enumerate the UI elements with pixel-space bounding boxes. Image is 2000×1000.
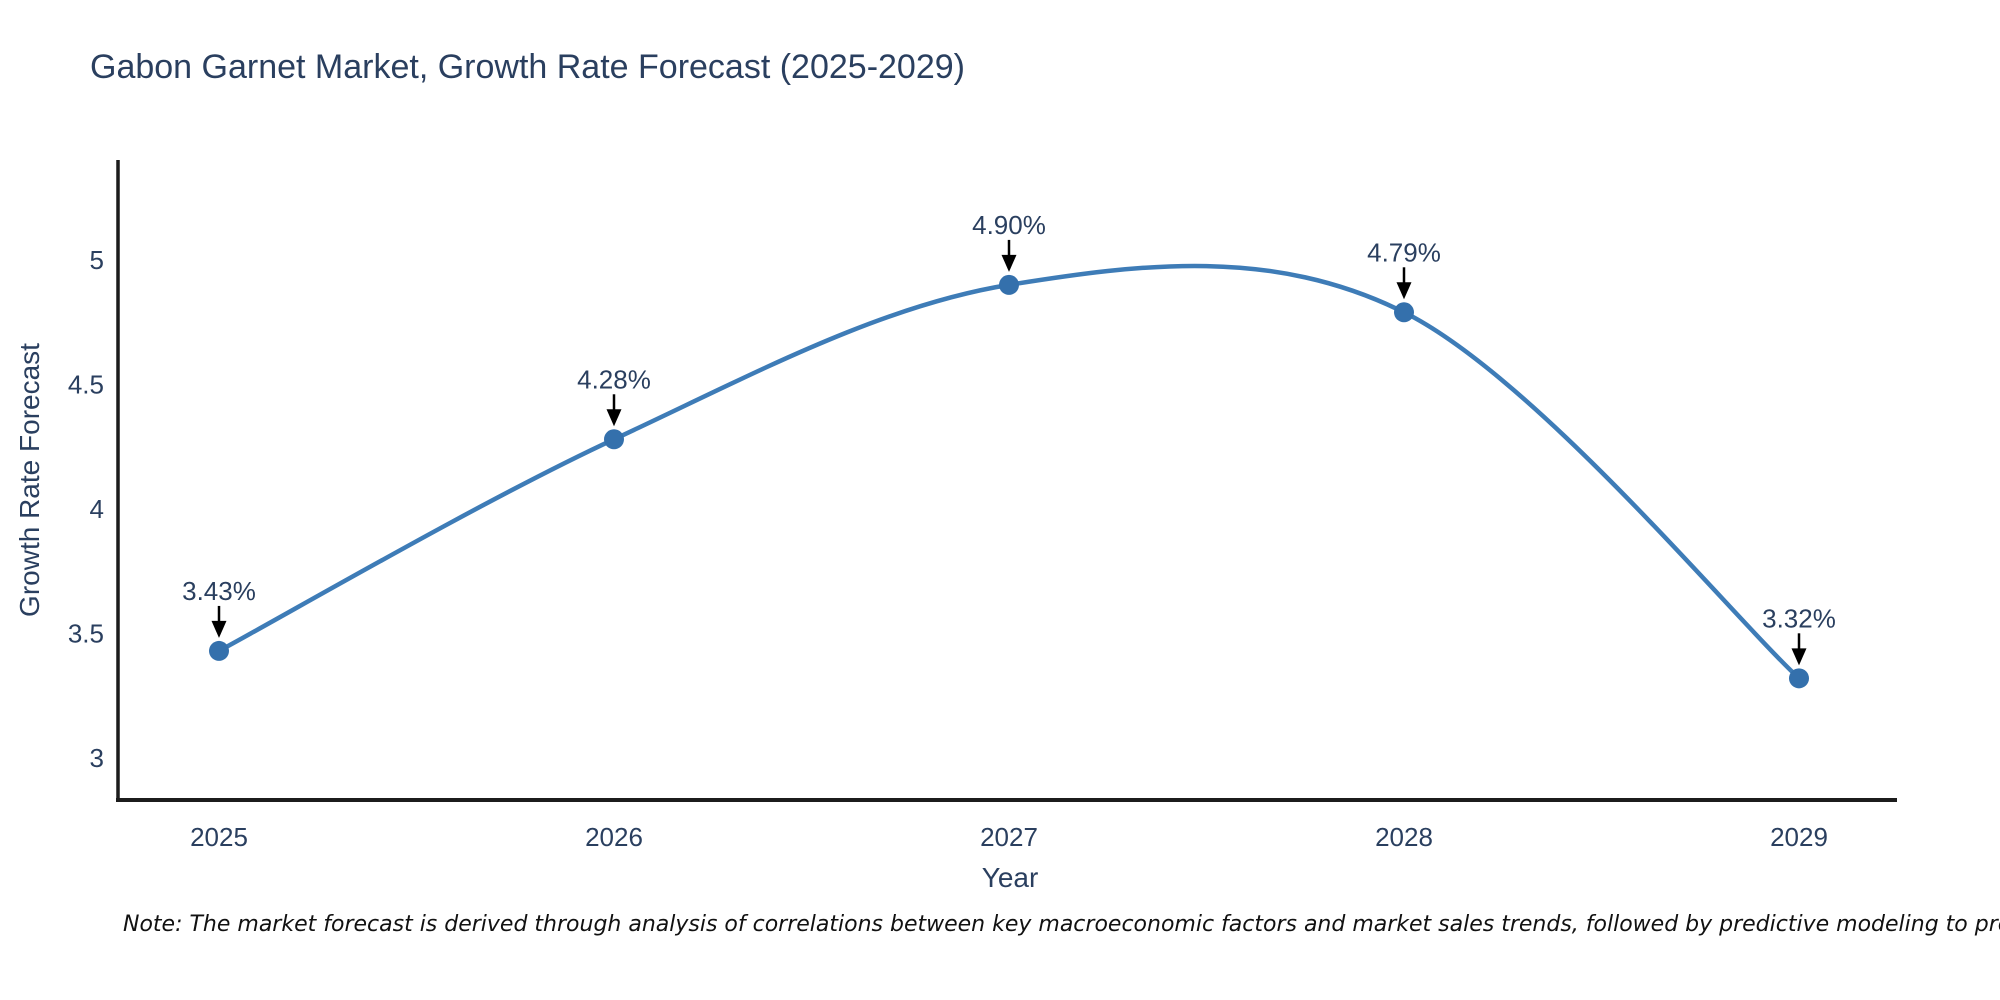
data-point-marker [999,274,1019,295]
x-tick-label: 2027 [980,822,1038,852]
x-tick-label: 2025 [190,822,248,852]
annotation-label: 4.79% [1367,237,1441,267]
annotation-label: 4.90% [972,210,1046,240]
y-tick-label: 4.5 [68,370,104,400]
annotation-arrowhead [1791,648,1807,666]
annotation-label: 3.43% [182,576,256,606]
annotation-arrowhead [1001,254,1017,272]
x-axis-title: Year [981,862,1039,893]
annotation-label: 4.28% [577,364,651,394]
annotation-label: 3.32% [1762,603,1836,633]
y-tick-label: 5 [90,245,104,275]
chart-footnote: Note: The market forecast is derived thr… [123,912,2000,937]
data-point-marker [1789,668,1809,689]
data-point-marker [209,640,229,661]
data-point-marker [1394,302,1414,323]
y-tick-label: 3 [90,743,104,773]
annotation-arrowhead [1396,282,1412,300]
y-tick-label: 3.5 [68,619,104,649]
y-axis-title: Growth Rate Forecast [14,343,45,617]
x-tick-label: 2029 [1770,822,1828,852]
forecast-line [216,263,1802,681]
x-tick-label: 2026 [585,822,643,852]
data-point-marker [604,429,624,450]
x-tick-label: 2028 [1375,822,1433,852]
y-tick-label: 4 [90,494,104,524]
annotation-arrowhead [211,620,227,638]
annotation-arrowhead [606,409,622,427]
chart-title: Gabon Garnet Market, Growth Rate Forecas… [90,48,965,86]
